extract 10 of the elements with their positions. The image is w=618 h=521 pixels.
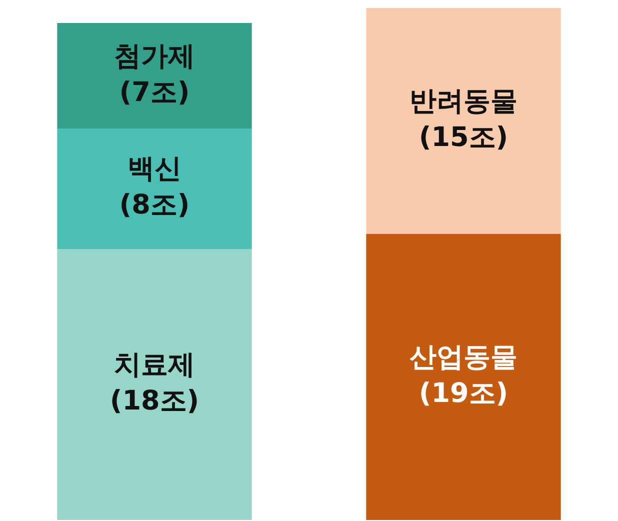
series-label: 산업동물 <box>410 342 518 373</box>
data-label: (18조) <box>110 385 200 416</box>
data-label: (8조) <box>119 190 190 221</box>
series-label: 치료제 <box>114 349 195 380</box>
data-label: (19조) <box>418 378 508 409</box>
data-label: (7조) <box>119 76 190 108</box>
series-label: 백신 <box>128 154 182 185</box>
data-label: (15조) <box>418 122 508 153</box>
series-label: 반려동물 <box>410 86 518 117</box>
series-label: 첨가제 <box>114 40 195 72</box>
